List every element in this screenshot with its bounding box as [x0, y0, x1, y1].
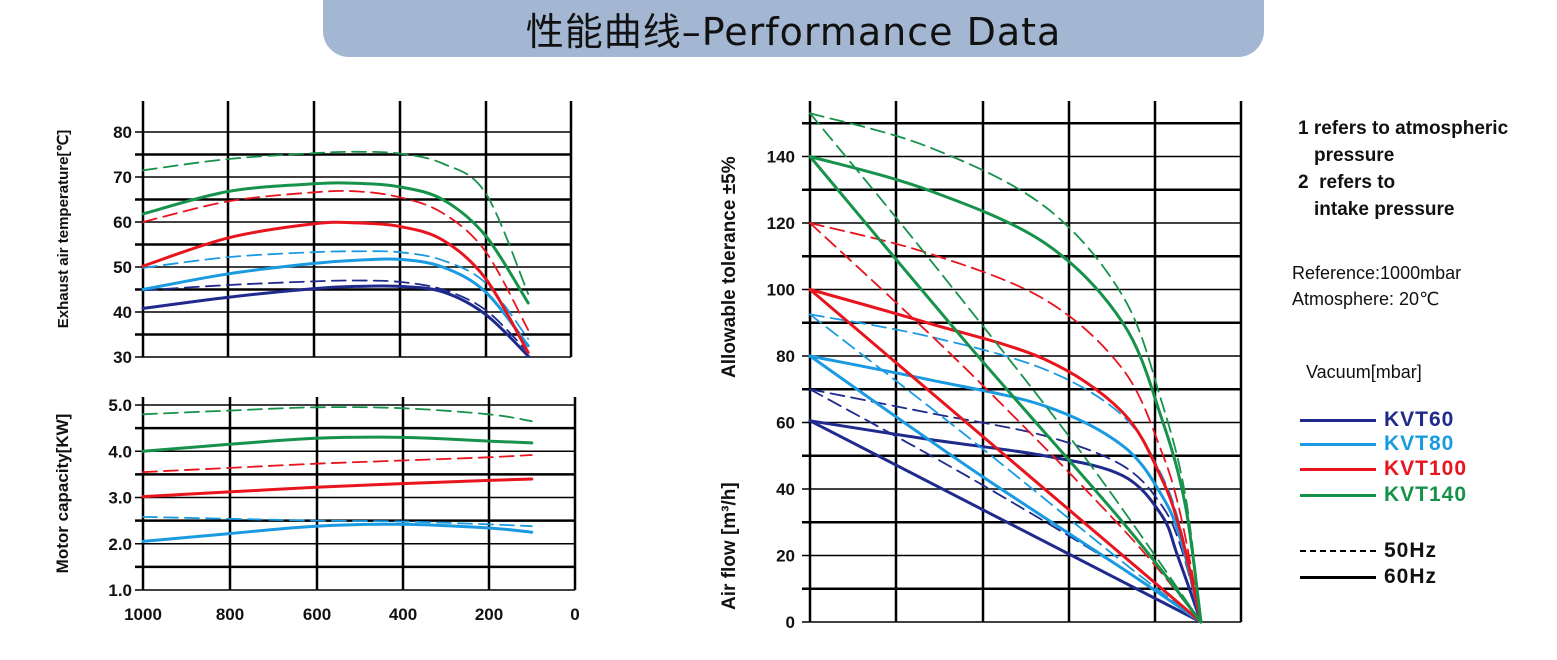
temp-ylabel: Exhaust air temperature[℃]: [55, 130, 72, 329]
airflow-ytick-label: 60: [776, 414, 795, 433]
power-ytick-label: 2.0: [108, 535, 132, 554]
airflow-chart: 0 20 40 60 80 100 120 140 Air flow [m³/h] Allowab…: [719, 101, 1243, 632]
airflow-ytick-label: 0: [786, 613, 795, 632]
airflow-series-kvt60-60hz: [808, 419, 1203, 624]
note-1-line-2: pressure: [1314, 145, 1395, 166]
airflow-ylabel: Air flow [m³/h]: [719, 482, 740, 610]
temp-ytick-label: 80: [113, 123, 132, 142]
power-series-kvt80-50hz: [142, 516, 533, 528]
airflow-series-kvt80-50hz: [809, 313, 1202, 623]
legend-item-50hz: 50Hz: [1300, 539, 1438, 562]
airflow-ytick-label: 80: [776, 347, 795, 366]
power-series-kvt80-60hz: [141, 522, 534, 543]
airflow-series-kvt100-50hz: [809, 222, 1202, 623]
temp-series-kvt140-50hz: [142, 150, 530, 295]
legend-item-kvt60: KVT60: [1300, 408, 1455, 431]
airflow-series-kvt140-60hz: [808, 155, 1203, 624]
power-xtick-label: 1000: [124, 605, 162, 624]
temp-ytick-label: 60: [113, 213, 132, 232]
temp-ytick-label: 70: [113, 168, 132, 187]
legend-swatch-50hz: [1300, 550, 1376, 552]
legend-label-60hz: 60Hz: [1384, 565, 1438, 588]
reference-atmosphere: Atmosphere: 20℃: [1292, 289, 1440, 309]
power-series-kvt140-50hz: [142, 406, 533, 423]
airflow-series-kvt80-60hz: [808, 354, 1203, 624]
legend-item-kvt80: KVT80: [1300, 432, 1455, 455]
legend-item-60hz: 60Hz: [1300, 565, 1438, 588]
airflow-ytick-label: 100: [767, 281, 795, 300]
legend-swatch-kvt140: [1300, 493, 1376, 497]
legend-swatch-kvt80: [1300, 442, 1376, 446]
temp-ytick-label: 40: [113, 303, 132, 322]
temp-ytick-label: 50: [113, 258, 132, 277]
legend-swatch-kvt100: [1300, 467, 1376, 471]
power-ytick-label: 4.0: [108, 442, 132, 461]
airflow-series-kvt60-50hz: [809, 388, 1202, 623]
airflow-series-kvt140-50hz: [809, 112, 1202, 623]
legend-label-50hz: 50Hz: [1384, 539, 1438, 562]
airflow-ytick-label: 140: [767, 148, 795, 167]
legend-label-kvt140: KVT140: [1384, 483, 1468, 506]
airflow-series-kvt60-50hz: [809, 388, 1202, 623]
temp-series-kvt80-60hz: [141, 257, 530, 348]
airflow-ytick-label: 20: [776, 547, 795, 566]
power-xtick-label: 0: [570, 605, 579, 624]
temp-series-kvt80-50hz: [142, 250, 530, 340]
legend-swatch-kvt60: [1300, 418, 1376, 422]
power-xtick-label: 200: [475, 605, 503, 624]
airflow-series-kvt100-60hz: [808, 288, 1203, 624]
temp-series-kvt140-60hz: [141, 181, 530, 305]
note-1-line-1: 1 refers to atmospheric: [1298, 118, 1509, 139]
legend-swatch-60hz: [1300, 575, 1376, 579]
power-xtick-label: 800: [216, 605, 244, 624]
power-xtick-label: 600: [303, 605, 331, 624]
page-title: 性能曲线–Performance Data: [525, 10, 1062, 54]
note-2-line-1: 2 refers to: [1298, 172, 1396, 193]
legend-title: Vacuum[mbar]: [1306, 362, 1422, 382]
legend-label-kvt80: KVT80: [1384, 432, 1455, 455]
power-xtick-label: 400: [389, 605, 417, 624]
power-series-kvt100-50hz: [142, 454, 533, 473]
power-ytick-label: 3.0: [108, 489, 132, 508]
temp-series-kvt60-60hz: [141, 284, 530, 358]
airflow-series-kvt100-50hz: [809, 222, 1202, 623]
power-ytick-label: 1.0: [108, 581, 132, 600]
airflow-series-kvt100-60hz: [808, 288, 1203, 624]
legend-item-kvt100: KVT100: [1300, 457, 1468, 480]
legend-label-kvt60: KVT60: [1384, 408, 1455, 431]
airflow-series-kvt80-60hz: [808, 354, 1203, 624]
power-series-kvt140-60hz: [141, 435, 534, 453]
airflow-ytick-label: 40: [776, 480, 795, 499]
title-banner: 性能曲线–Performance Data: [323, 0, 1264, 57]
temp-ytick-label: 30: [113, 348, 132, 367]
airflow-tolerance-label: Allowable tolerance ±5%: [719, 156, 740, 378]
airflow-ytick-label: 120: [767, 214, 795, 233]
airflow-series-kvt140-60hz: [808, 155, 1203, 624]
temp-series-kvt100-50hz: [142, 190, 530, 331]
legend-label-kvt100: KVT100: [1384, 457, 1468, 480]
temp-series-kvt60-50hz: [142, 279, 530, 354]
reference-pressure: Reference:1000mbar: [1292, 263, 1462, 283]
power-ytick-label: 5.0: [108, 396, 132, 415]
temp-chart: 30 40 50 60 70 80 Exhaust air temperature[℃]: [55, 101, 573, 367]
note-2-line-2: intake pressure: [1314, 199, 1455, 220]
legend-item-kvt140: KVT140: [1300, 483, 1468, 506]
power-series-kvt100-60hz: [141, 477, 534, 499]
airflow-series-kvt60-60hz: [808, 419, 1203, 624]
temp-series-kvt100-60hz: [141, 220, 530, 354]
power-chart: 1.0 2.0 3.0 4.0 5.0 1000 800 600 400 200 0 Motor ca…: [53, 396, 580, 624]
power-ylabel: Motor capacity[KW]: [53, 414, 72, 574]
